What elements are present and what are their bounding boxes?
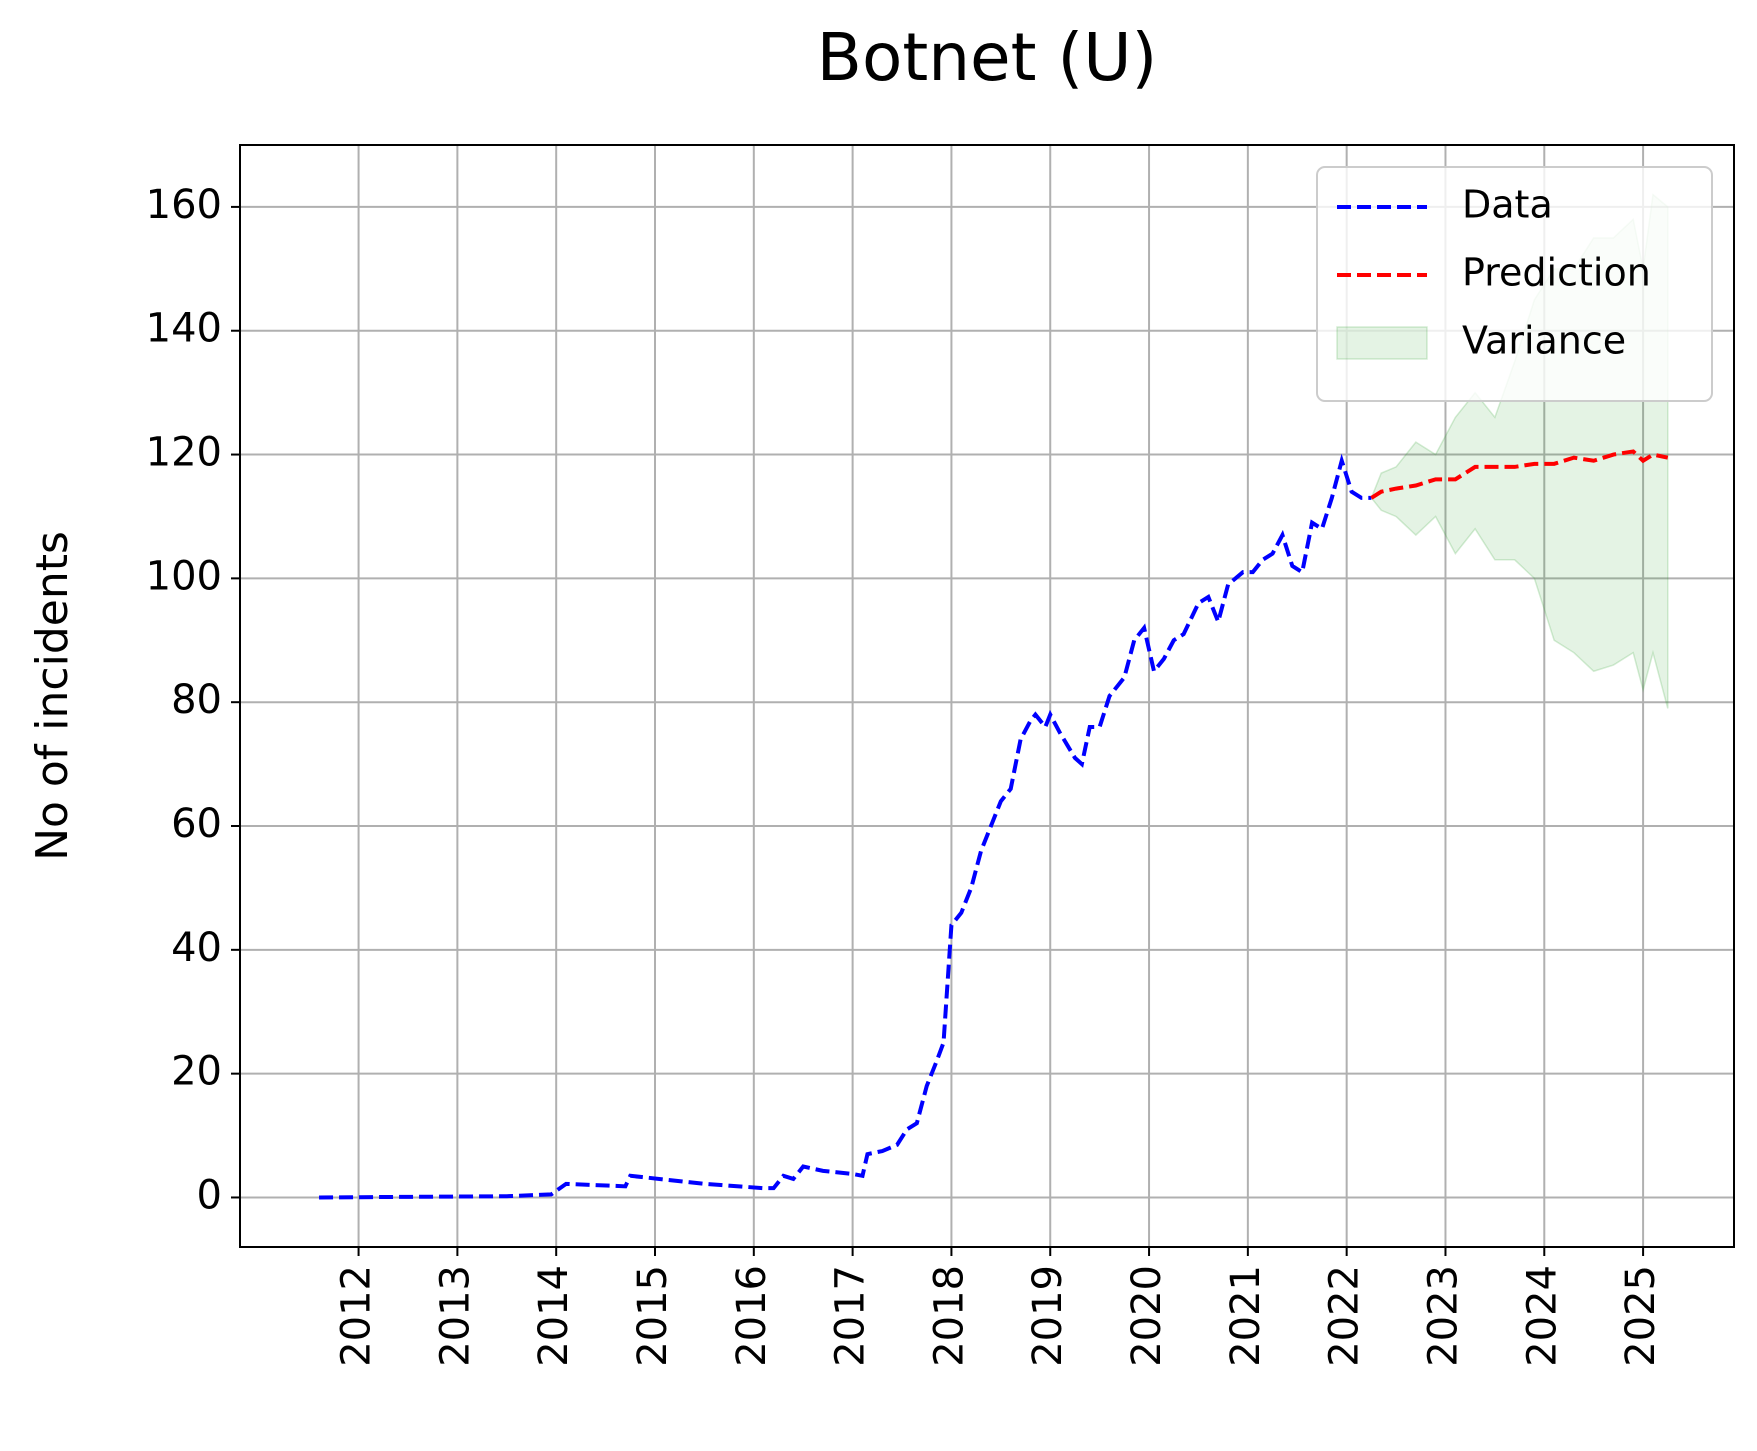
x-tick-label: 2013	[432, 1265, 478, 1367]
legend-box	[1316, 166, 1713, 402]
y-tick-label: 160	[146, 182, 222, 228]
series-line	[1370, 449, 1669, 500]
x-tick-label: 2012	[334, 1265, 380, 1367]
x-tick-label: 2016	[729, 1265, 775, 1367]
legend-label: Prediction	[1462, 251, 1651, 295]
x-tick-label: 2025	[1618, 1265, 1664, 1367]
y-tick-label: 60	[171, 801, 222, 847]
legend-label: Data	[1462, 183, 1553, 227]
x-tick-label: 2024	[1519, 1265, 1565, 1367]
legend: Data Prediction Variance	[1316, 166, 1713, 402]
x-tick-label: 2019	[1025, 1265, 1071, 1367]
series-line	[319, 453, 1372, 1200]
x-tick-label: 2017	[828, 1265, 874, 1367]
y-axis-label: No of incidents	[27, 531, 78, 861]
y-tick-label: 20	[171, 1049, 222, 1095]
y-tick-label: 100	[146, 553, 222, 599]
x-tick-label: 2021	[1223, 1265, 1269, 1367]
y-tick-label: 0	[197, 1172, 222, 1218]
y-tick-label: 80	[171, 677, 222, 723]
plot-frame	[239, 144, 1735, 1248]
x-tick-label: 2014	[531, 1265, 577, 1367]
y-tick-label: 140	[146, 306, 222, 352]
x-tick-label: 2023	[1420, 1265, 1466, 1367]
legend-label: Variance	[1462, 319, 1626, 363]
x-tick-label: 2020	[1124, 1265, 1170, 1367]
chart-title: Botnet (U)	[817, 19, 1158, 96]
x-tick-label: 2022	[1322, 1265, 1368, 1367]
x-tick-label: 2018	[926, 1265, 972, 1367]
y-tick-label: 120	[146, 430, 222, 476]
y-tick-label: 40	[171, 925, 222, 971]
x-tick-label: 2015	[630, 1265, 676, 1367]
legend-swatch	[1336, 326, 1428, 360]
